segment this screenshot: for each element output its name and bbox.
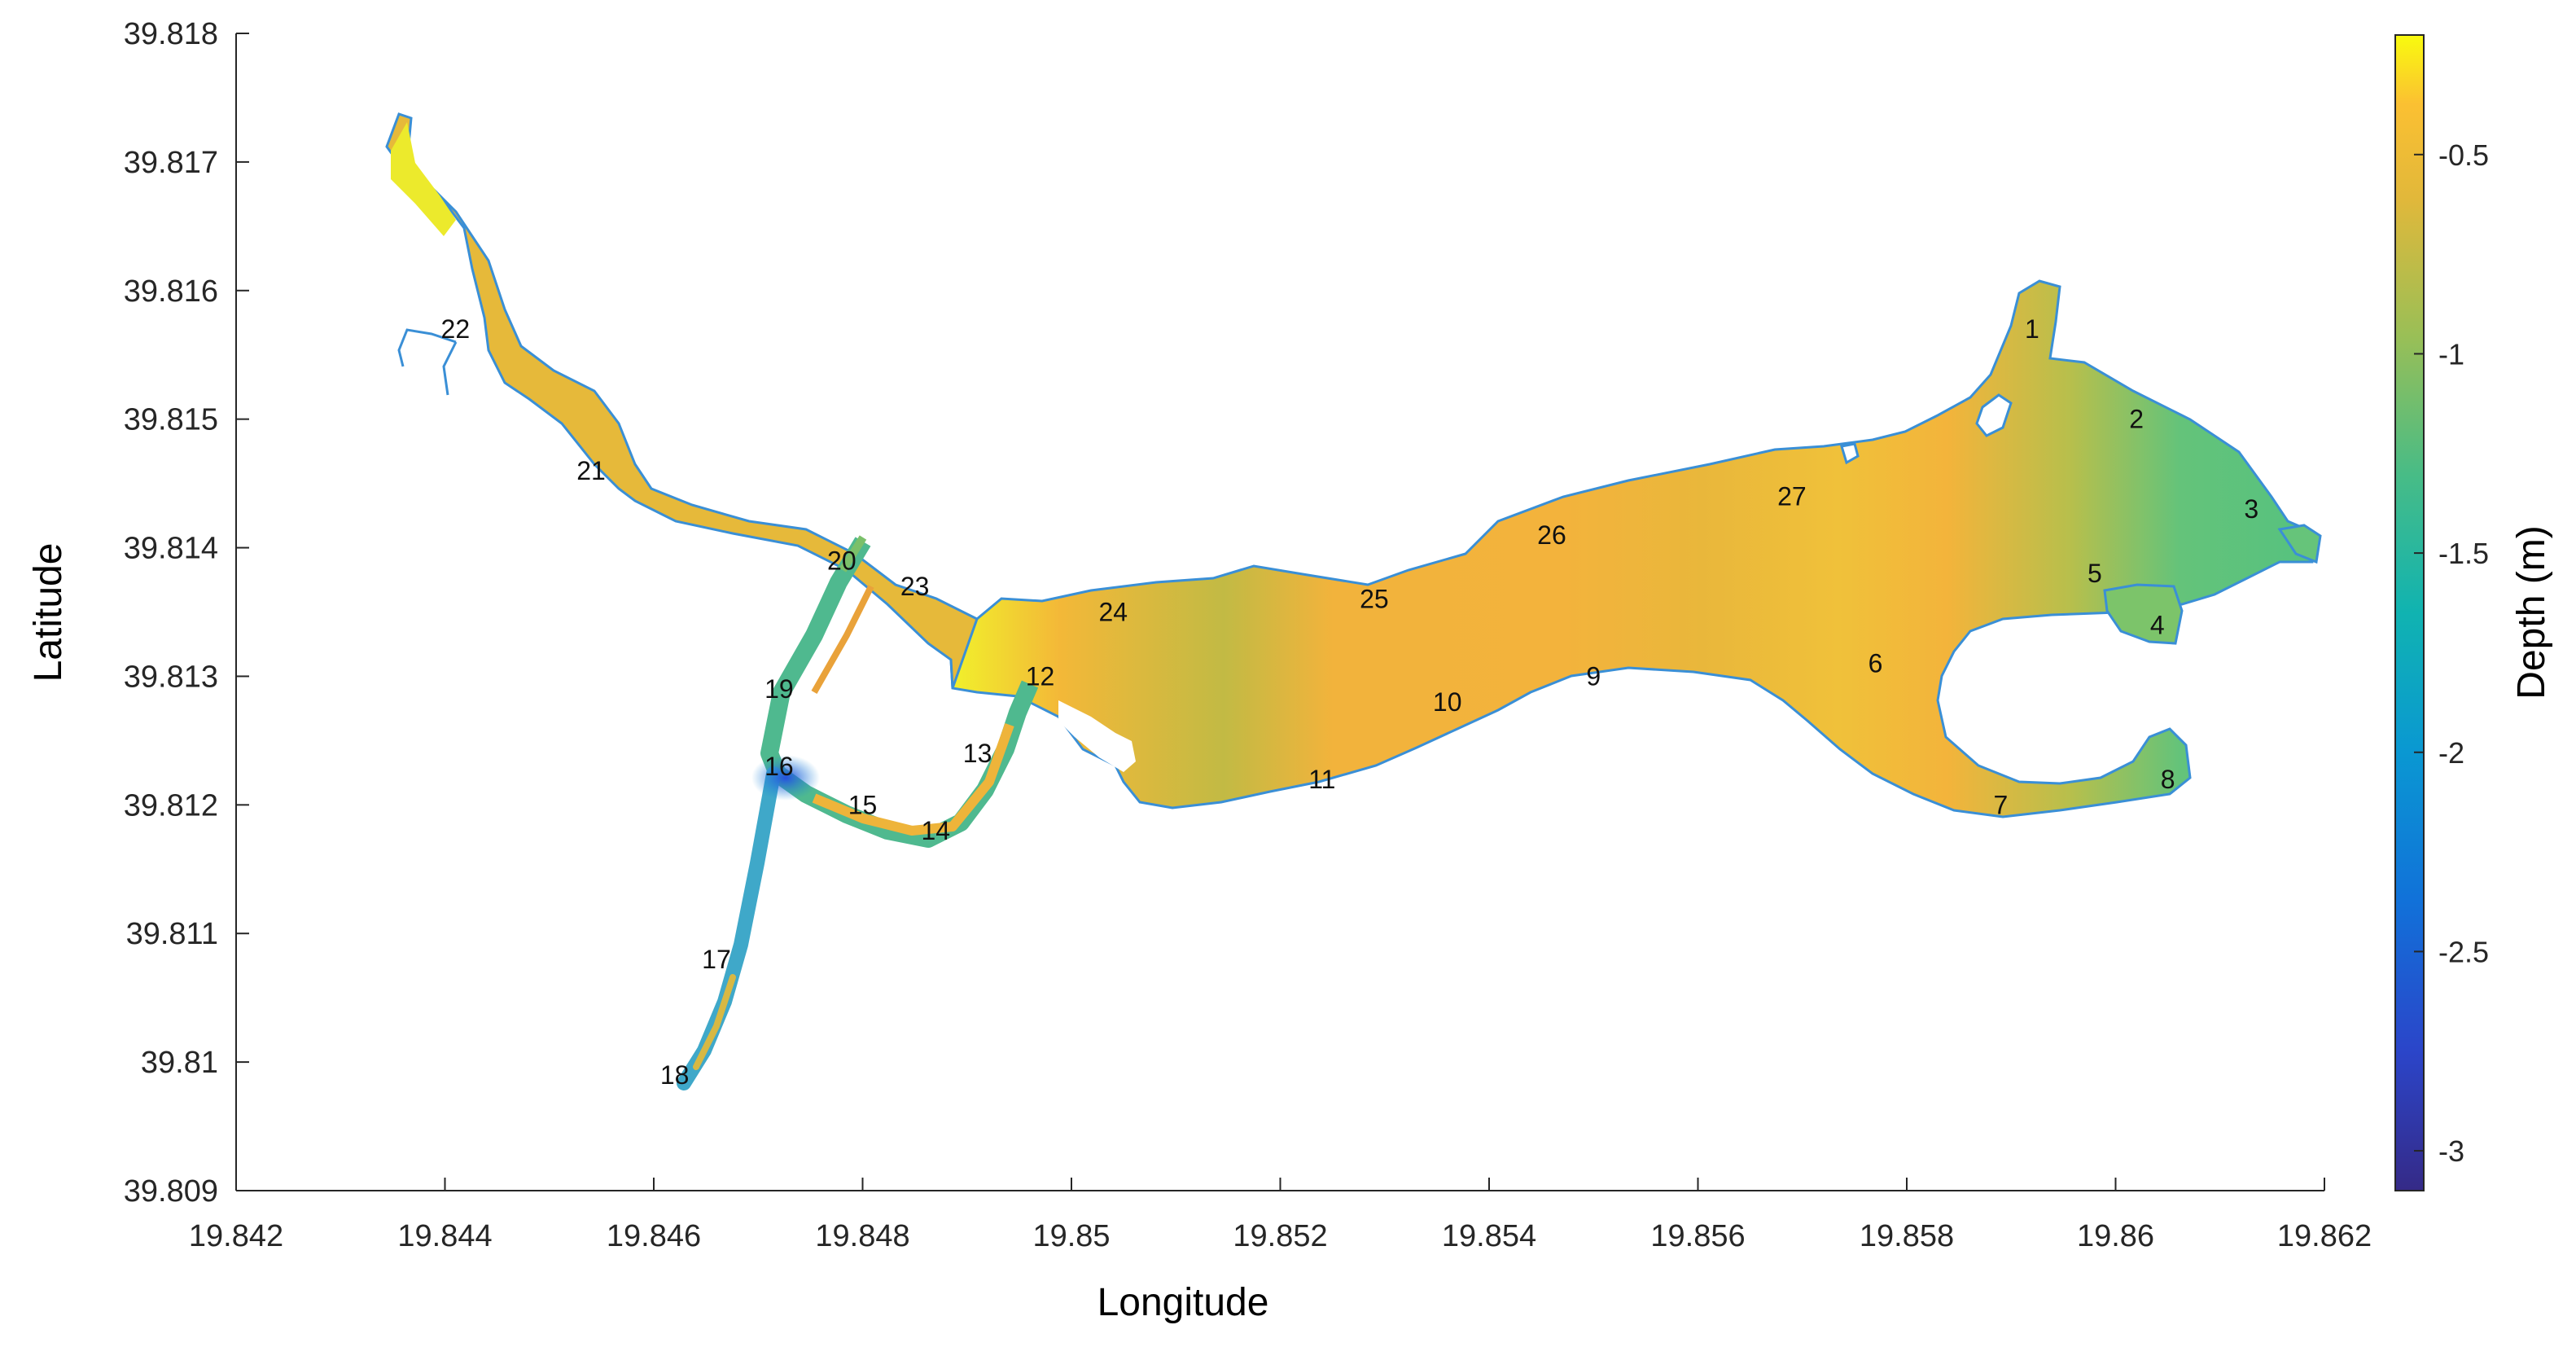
island-north	[1840, 442, 1860, 465]
x-tick-label: 19.842	[189, 1219, 283, 1253]
station-label: 1	[2025, 314, 2039, 344]
side-channel-22	[397, 328, 458, 396]
x-axis-ticks: 19.842 19.844 19.846 19.848 19.85 19.852 19.85…	[189, 1178, 2372, 1253]
eastern-tip	[2277, 524, 2322, 564]
northwest-shallows	[391, 122, 456, 236]
y-tick-label: 39.815	[124, 403, 218, 437]
station-label: 4	[2150, 610, 2165, 639]
station-label: 7	[1994, 790, 2009, 819]
station-label: 21	[576, 456, 606, 485]
main-lagoon-shape	[949, 279, 2318, 818]
station-label: 22	[441, 314, 471, 344]
x-tick-label: 19.85	[1032, 1219, 1110, 1253]
colorbar: -0.5 -1 -1.5 -2 -2.5 -3 Depth (m)	[2394, 34, 2553, 1191]
station-label: 15	[848, 790, 878, 819]
x-axis-title: Longitude	[1097, 1281, 1269, 1324]
y-tick-label: 39.814	[124, 532, 218, 566]
station-label: 18	[660, 1060, 690, 1090]
station-label: 9	[1586, 661, 1601, 691]
station-label: 17	[702, 945, 731, 974]
x-tick-label: 19.846	[607, 1219, 701, 1253]
station-label: 11	[1308, 765, 1335, 794]
x-tick-label: 19.858	[1860, 1219, 1954, 1253]
station-label: 23	[900, 572, 930, 601]
colorbar-tick-label: -1.5	[2438, 537, 2489, 570]
station-label: 6	[1868, 649, 1883, 678]
lagoon-depth-field	[385, 112, 2322, 1090]
y-tick-label: 39.812	[124, 788, 218, 823]
y-tick-label: 39.811	[126, 917, 218, 951]
station-label: 27	[1777, 481, 1807, 511]
station-label: 13	[963, 739, 992, 768]
south-channel	[677, 766, 781, 1090]
x-tick-label: 19.848	[815, 1219, 909, 1253]
y-tick-label: 39.818	[124, 17, 218, 51]
y-tick-label: 39.813	[124, 660, 218, 694]
station-label: 2	[2129, 405, 2144, 434]
island-center	[1058, 700, 1136, 772]
colorbar-ticks: -0.5 -1 -1.5 -2 -2.5 -3	[2414, 138, 2489, 1168]
colorbar-tick-label: -2	[2438, 736, 2464, 770]
island-southeast	[2103, 583, 2184, 645]
south-channel-shallow	[693, 974, 736, 1070]
y-tick-label: 39.81	[141, 1046, 218, 1080]
y-axis-title: Latitude	[27, 543, 70, 682]
x-tick-label: 19.862	[2277, 1219, 2372, 1253]
station-label: 24	[1099, 598, 1128, 627]
loop-channel-south	[812, 722, 1014, 836]
north-spur	[839, 535, 867, 573]
station-label: 8	[2161, 765, 2175, 794]
colorbar-tick-label: -1	[2438, 337, 2464, 371]
y-tick-label: 39.816	[124, 274, 218, 309]
x-tick-label: 19.856	[1650, 1219, 1745, 1253]
y-axis-ticks: 39.809 39.81 39.811 39.812 39.813 39.814 39.81…	[124, 17, 249, 1209]
y-tick-label: 39.817	[124, 146, 218, 180]
station-label: 3	[2244, 494, 2258, 524]
station-label: 20	[827, 546, 856, 575]
island-east	[1975, 393, 2013, 437]
x-tick-label: 19.854	[1442, 1219, 1536, 1253]
station-label: 19	[764, 674, 794, 704]
y-tick-label: 39.809	[124, 1174, 218, 1209]
colorbar-ramp	[2394, 34, 2425, 1191]
station-label: 5	[2088, 559, 2102, 588]
colorbar-tick-label: -2.5	[2438, 935, 2489, 968]
colorbar-title: Depth (m)	[2510, 525, 2553, 699]
station-label: 10	[1433, 687, 1462, 717]
plot-axes: 19.842 19.844 19.846 19.848 19.85 19.852 19.85…	[124, 17, 2372, 1253]
station-label: 14	[921, 816, 950, 845]
station-label: 16	[764, 752, 794, 781]
colorbar-tick-label: -0.5	[2438, 138, 2489, 172]
station-label: 12	[1026, 661, 1055, 691]
station-label: 25	[1360, 585, 1389, 614]
western-channel	[385, 112, 979, 689]
loop-channel-inner	[811, 585, 874, 694]
colorbar-tick-label: -3	[2438, 1134, 2464, 1168]
station-label: 26	[1537, 520, 1566, 550]
x-tick-label: 19.86	[2077, 1219, 2154, 1253]
x-tick-label: 19.852	[1233, 1219, 1327, 1253]
x-tick-label: 19.844	[397, 1219, 492, 1253]
deep-spot	[751, 755, 820, 801]
